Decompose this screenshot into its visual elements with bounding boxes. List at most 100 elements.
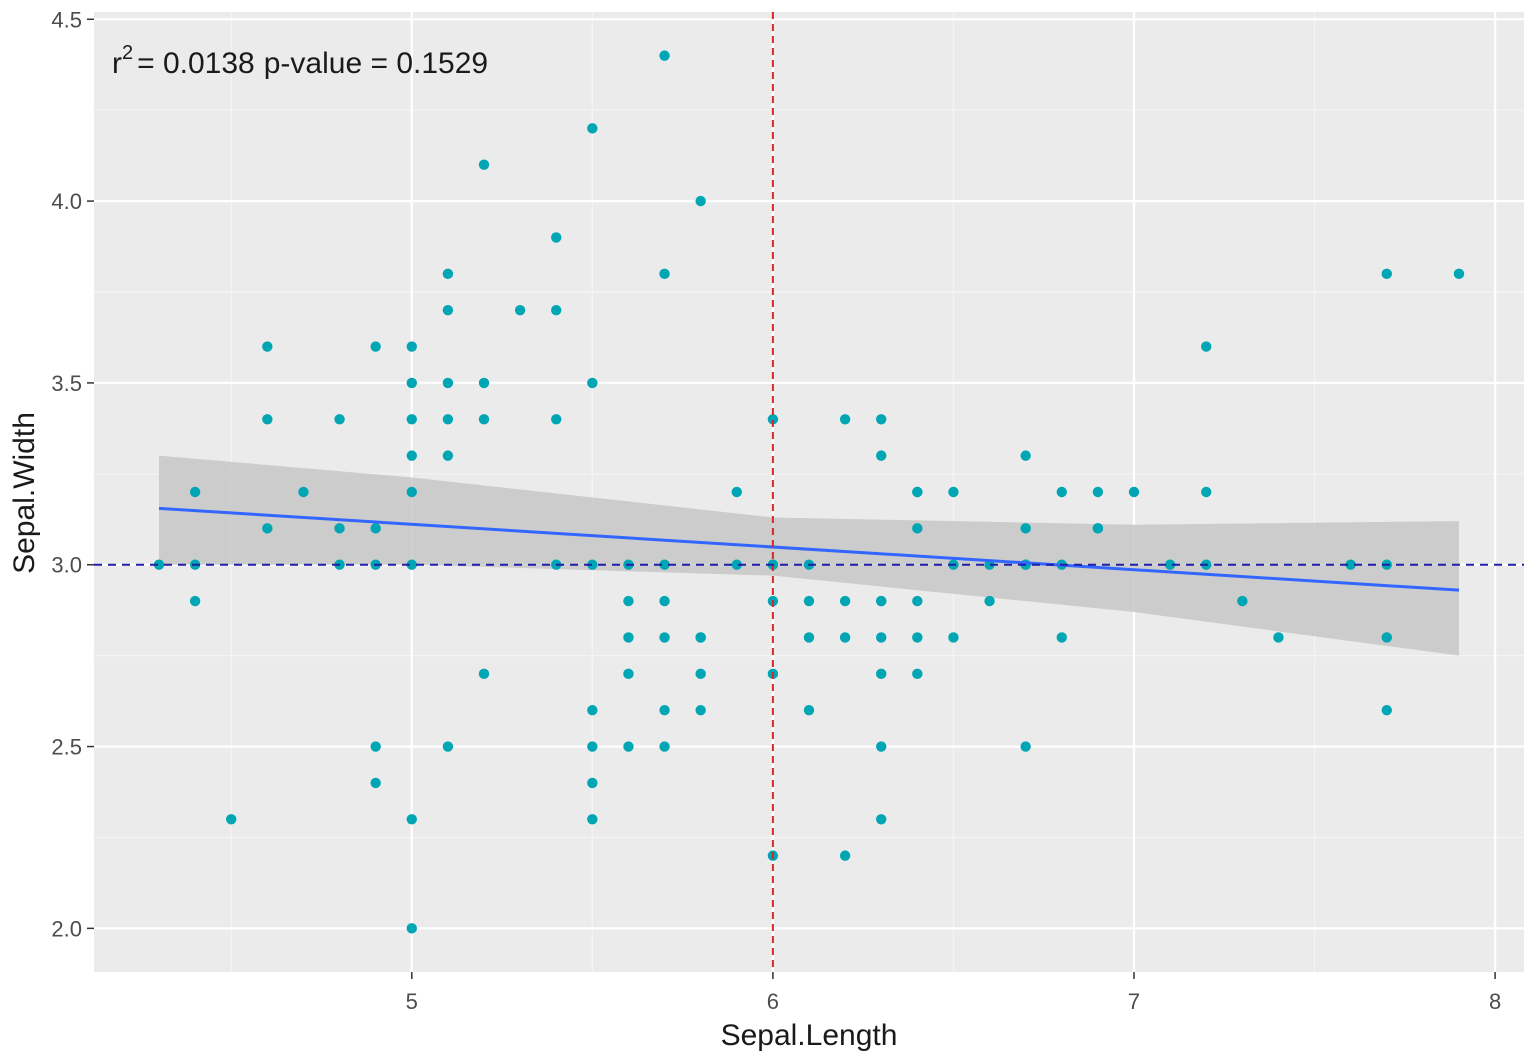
data-point: [695, 668, 706, 680]
data-point: [659, 741, 670, 752]
data-point: [406, 341, 417, 352]
data-point: [478, 377, 490, 389]
data-point: [912, 523, 923, 534]
data-point: [912, 595, 923, 607]
data-point: [514, 304, 526, 316]
data-point: [876, 595, 887, 607]
data-point: [803, 704, 815, 716]
data-point: [478, 414, 490, 425]
data-point: [839, 595, 851, 607]
x-tick-label: 6: [767, 989, 779, 1014]
data-point: [623, 668, 634, 680]
data-point: [1128, 486, 1140, 498]
data-point: [587, 704, 598, 716]
data-point: [1201, 486, 1212, 498]
data-point: [623, 632, 634, 643]
data-point: [695, 632, 706, 643]
x-tick-label: 8: [1489, 989, 1501, 1014]
data-point: [587, 814, 598, 825]
x-axis-title: Sepal.Length: [721, 1019, 898, 1052]
data-point: [478, 159, 490, 170]
axes: 5 6 7 8 2.0 2.5 3.0 3.5 4.0 4.5: [51, 7, 1501, 1014]
data-point: [659, 50, 670, 61]
data-point: [876, 414, 887, 425]
data-point: [1201, 341, 1212, 352]
data-point: [1092, 486, 1104, 498]
y-tick-label: 2.5: [51, 735, 82, 760]
data-point: [1164, 559, 1176, 570]
data-point: [1237, 595, 1248, 607]
data-point: [551, 304, 562, 316]
data-point: [226, 814, 237, 825]
data-point: [731, 486, 742, 498]
data-point: [406, 450, 417, 461]
data-point: [370, 777, 381, 789]
data-point: [406, 559, 417, 570]
data-point: [876, 668, 887, 680]
data-point: [623, 595, 634, 607]
y-tick-label: 2.0: [51, 916, 82, 941]
data-point: [984, 595, 995, 607]
data-point: [478, 668, 490, 680]
p-value-text: p-value = 0.1529: [264, 47, 488, 80]
data-point: [153, 559, 165, 570]
r-exponent: 2: [122, 42, 133, 64]
data-point: [695, 704, 706, 716]
data-point: [370, 741, 381, 752]
data-point: [442, 268, 454, 280]
data-point: [442, 414, 454, 425]
data-point: [406, 923, 417, 934]
data-point: [803, 632, 815, 643]
data-point: [1273, 632, 1284, 643]
data-point: [876, 632, 887, 643]
data-point: [876, 741, 887, 752]
data-point: [1020, 523, 1031, 534]
data-point: [912, 668, 923, 680]
y-tick-label: 4.0: [51, 189, 82, 214]
data-point: [659, 704, 670, 716]
data-point: [659, 268, 670, 280]
data-point: [839, 632, 851, 643]
data-point: [587, 377, 598, 389]
data-point: [189, 595, 201, 607]
data-point: [587, 741, 598, 752]
data-point: [334, 414, 345, 425]
r-squared-value: = 0.0138: [137, 47, 255, 80]
data-point: [587, 559, 598, 570]
data-point: [731, 559, 742, 570]
data-point: [406, 414, 417, 425]
data-point: [587, 123, 598, 134]
data-point: [442, 741, 454, 752]
data-point: [1381, 268, 1392, 280]
data-point: [442, 377, 454, 389]
data-point: [1381, 632, 1392, 643]
data-point: [839, 414, 851, 425]
data-points: [153, 50, 1465, 934]
data-point: [406, 814, 417, 825]
data-point: [659, 595, 670, 607]
x-tick-label: 5: [406, 989, 418, 1014]
data-point: [587, 777, 598, 789]
y-tick-label: 4.5: [51, 7, 82, 32]
data-point: [1020, 741, 1031, 752]
data-point: [839, 850, 851, 861]
data-point: [262, 523, 273, 534]
regression-line: [158, 506, 1460, 592]
data-point: [298, 486, 309, 498]
data-point: [623, 741, 634, 752]
confidence-band: [159, 455, 1459, 656]
data-point: [659, 632, 670, 643]
data-point: [1345, 559, 1356, 570]
data-point: [659, 559, 670, 570]
data-point: [1381, 704, 1392, 716]
r-symbol: r: [112, 47, 122, 80]
data-point: [442, 450, 454, 461]
y-axis-title: Sepal.Width: [8, 412, 41, 574]
x-tick-label: 7: [1128, 989, 1140, 1014]
data-point: [1056, 486, 1067, 498]
data-point: [406, 377, 417, 389]
data-point: [406, 486, 417, 498]
data-point: [912, 486, 923, 498]
